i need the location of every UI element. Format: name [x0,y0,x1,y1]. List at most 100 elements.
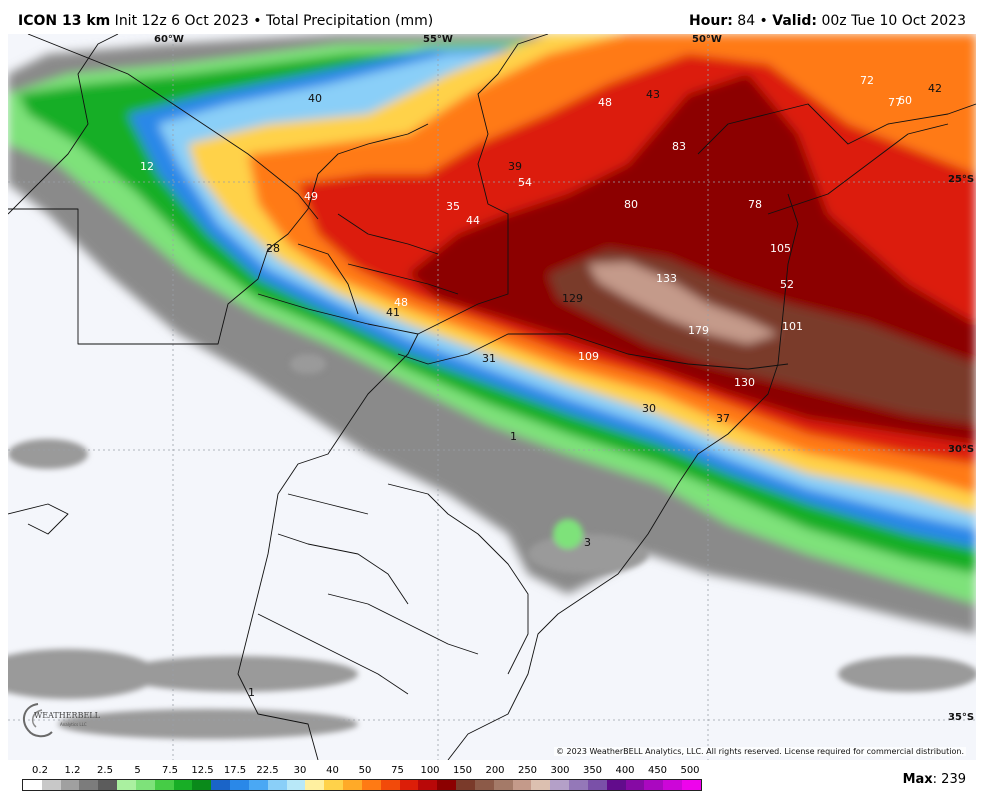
point-value: 41 [386,306,400,319]
point-value: 3 [584,536,591,549]
map-canvas [8,34,976,760]
legend-tick-label: 400 [615,765,635,776]
legend-tick-label: 30 [293,765,307,776]
legend-tick-label: 1.2 [64,765,81,776]
legend-tick-label: 250 [517,765,538,776]
color-legend: 0.2 1.2 2.5 5 7.5 12.5 17.5 22.5 30 40 50 75 100 150 2… [22,765,702,795]
point-value: 101 [782,320,803,333]
point-value: 48 [394,296,408,309]
legend-swatch [361,780,381,790]
legend-swatch [60,780,80,790]
legend-swatch [493,780,513,790]
legend-swatch [663,780,682,790]
legend-swatch [437,780,457,790]
product-name: Total Precipitation (mm) [265,13,434,29]
longitude-label: 55°W [423,34,453,45]
legend-tick-label: 2.5 [97,765,113,776]
point-value: 1 [510,430,517,443]
point-value: 109 [578,350,599,363]
legend-tick-label: 75 [391,765,404,776]
legend-swatch [230,780,249,790]
legend-swatch [569,780,588,790]
legend-swatch [399,780,419,790]
legend-swatch [41,780,61,790]
legend-tick-label: 17.5 [223,765,247,776]
legend-tick-label: 300 [550,765,570,776]
point-value: 28 [266,242,280,255]
legend-swatch [286,780,306,790]
latitude-label: 35°S [948,712,975,723]
legend-tick-label: 100 [420,765,440,776]
point-value: 40 [308,92,322,105]
legend-swatch [117,780,136,790]
point-value: 1 [248,686,255,699]
point-value: 42 [928,82,942,95]
legend-swatch [512,780,532,790]
legend-swatch [248,780,268,790]
legend-swatch [456,780,475,790]
copyright-notice: © 2023 WeatherBELL Analytics, LLC. All r… [554,747,966,756]
valid-label: Valid: [772,13,818,29]
point-value: 77 [888,96,902,109]
logo-subtext: Analytics LLC [60,722,87,727]
precip-field [8,34,976,634]
latitude-label: 25°S [948,174,975,185]
legend-swatch [173,780,193,790]
point-value: 37 [716,412,730,425]
logo-text: WEATHERBELL [34,711,101,720]
point-value: 105 [770,242,791,255]
political-borders [8,34,976,760]
legend-tick-labels: 0.2 1.2 2.5 5 7.5 12.5 17.5 22.5 30 40 50 75 100 150 2… [22,765,702,777]
legend-swatch [625,780,645,790]
max-label-text: Max [902,772,933,787]
legend-swatch [79,780,99,790]
point-value: 130 [734,376,755,389]
valid-value: 00z Tue 10 Oct 2023 [817,13,966,29]
legend-tick-label: 5 [134,765,141,776]
logo-swirl-icon: WEATHERBELL Analytics LLC [22,703,101,738]
longitude-label: 60°W [154,34,184,45]
legend-tick-label: 200 [485,765,505,776]
point-value: 78 [748,198,762,211]
point-value: 83 [672,140,686,153]
legend-swatch [324,780,344,790]
point-value: 35 [446,200,460,213]
point-value: 48 [598,96,612,109]
point-value: 60 [898,94,912,107]
legend-tick-label: 0.2 [32,765,48,776]
legend-swatch [474,780,494,790]
legend-swatch [606,780,626,790]
point-value: 179 [688,324,709,337]
precip-scatter [8,354,976,739]
legend-swatch [380,780,400,790]
title-separator: • [248,13,266,29]
legend-swatch [211,780,231,790]
point-value: 44 [466,214,480,227]
point-value: 72 [860,74,874,87]
max-number: : 239 [932,772,966,787]
legend-swatch [267,780,287,790]
point-value: 39 [508,160,522,173]
point-value: 80 [624,198,638,211]
legend-tick-label: 50 [358,765,372,776]
precipitation-map[interactable]: 60°W 55°W 50°W 25°S 30°S 35°S 72 42 48 43 77… [8,34,976,760]
legend-tick-label: 12.5 [191,765,214,776]
point-value: 52 [780,278,794,291]
hour-label: Hour: [689,13,733,29]
point-value: 43 [646,88,660,101]
precip-band-lightbrown [588,262,778,344]
legend-tick-label: 40 [326,765,339,776]
point-value: 133 [656,272,677,285]
weatherbell-logo: WEATHERBELL Analytics LLC [16,696,106,742]
point-value: 12 [140,160,154,173]
init-time: Init 12z 6 Oct 2023 [110,13,249,29]
max-value: Max: 239 [903,772,966,787]
legend-tick-label: 500 [680,765,700,776]
legend-tick-label: 350 [582,765,603,776]
legend-tick-label: 150 [452,765,473,776]
valid-time: Hour: 84 • Valid: 00z Tue 10 Oct 2023 [689,13,966,29]
point-value: 30 [642,402,656,415]
legend-swatch [305,780,325,790]
map-title: ICON 13 km Init 12z 6 Oct 2023 • Total P… [18,13,433,29]
legend-tick-label: 22.5 [256,765,279,776]
